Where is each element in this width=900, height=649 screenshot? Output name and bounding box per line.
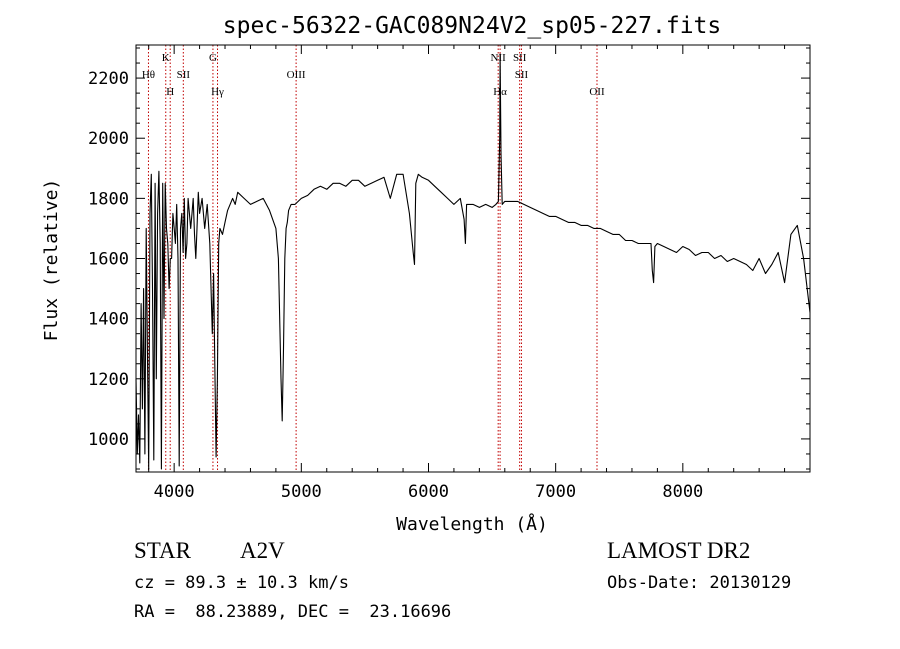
- plot-frame: [135, 44, 811, 473]
- spectral-line-label: SII: [177, 69, 191, 81]
- spectral-line-label: OII: [589, 86, 605, 98]
- y-tick-label: 1600: [88, 250, 129, 270]
- coordinates: RA = 88.23889, DEC = 23.16696: [134, 602, 452, 622]
- spectral-line-label: Hθ: [142, 69, 155, 81]
- y-tick-label: 1000: [88, 430, 129, 450]
- spectral-line-label: SII: [513, 52, 527, 64]
- x-tick-label: 7000: [535, 482, 576, 502]
- subclass: A2V: [240, 538, 285, 563]
- y-axis-label: Flux (relative): [41, 179, 62, 342]
- y-tick-label: 1200: [88, 370, 129, 390]
- spectral-line-label: OIII: [287, 69, 306, 81]
- spectral-line-label: H: [166, 86, 174, 98]
- spectral-line-label: NII: [491, 52, 507, 64]
- axis-ticks: 4000 5000 6000 7000 8000 1000 1200 1400 1600 1800…: [88, 45, 810, 502]
- spectral-line-label: Hγ: [211, 86, 224, 98]
- y-tick-label: 1400: [88, 310, 129, 330]
- spectral-line-label: SII: [515, 69, 529, 81]
- observation-date: Obs-Date: 20130129: [607, 573, 792, 593]
- chart-title: spec-56322-GAC089N24V2_sp05-227.fits: [223, 13, 722, 39]
- y-tick-label: 2200: [88, 69, 129, 89]
- x-tick-label: 5000: [281, 482, 322, 502]
- object-class: STAR: [134, 538, 191, 563]
- y-tick-label: 2000: [88, 129, 129, 149]
- y-tick-label: 1800: [88, 189, 129, 209]
- spectral-line-label: G: [209, 52, 217, 64]
- spectral-line-label: K: [162, 52, 170, 64]
- spectrum-line: [135, 53, 811, 470]
- x-tick-label: 4000: [154, 482, 195, 502]
- redshift-velocity: cz = 89.3 ± 10.3 km/s: [134, 573, 349, 593]
- spectrum-series: [135, 53, 811, 470]
- x-axis-label: Wavelength (Å): [396, 513, 548, 535]
- x-tick-label: 8000: [662, 482, 703, 502]
- survey-name: LAMOST DR2: [607, 538, 751, 563]
- x-tick-label: 6000: [408, 482, 449, 502]
